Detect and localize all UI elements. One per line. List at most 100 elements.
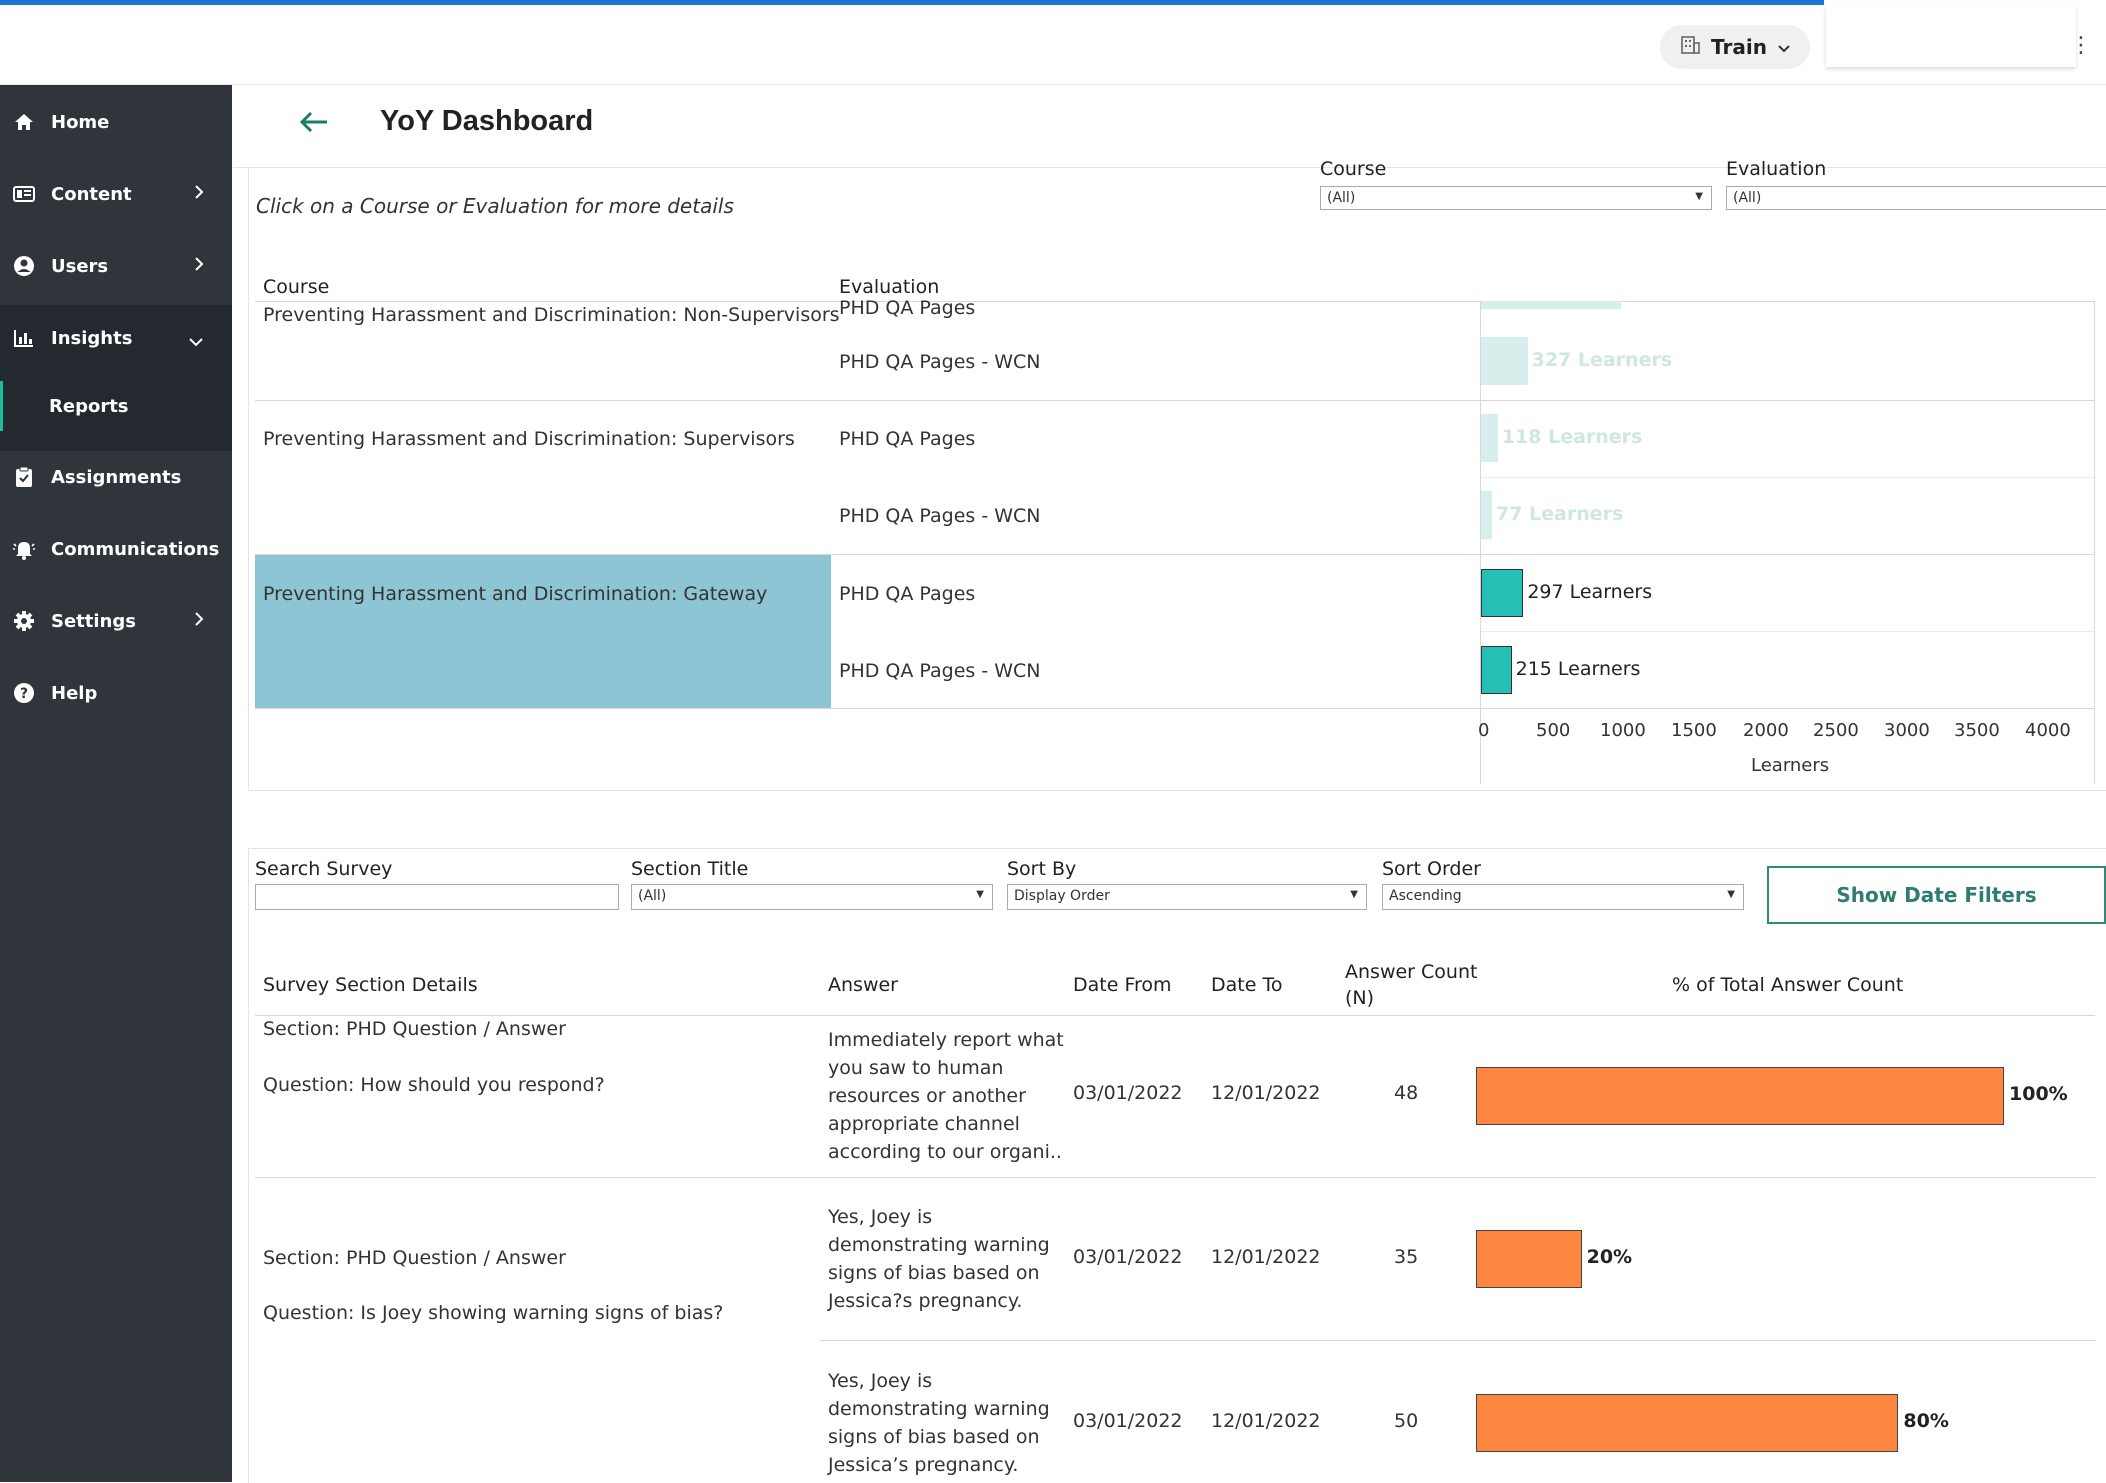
column-header-evaluation: Evaluation bbox=[839, 276, 940, 298]
percent-bar bbox=[1476, 1394, 1899, 1452]
chart-bar-label: 215 Learners bbox=[1515, 658, 1641, 680]
bell-alert-icon bbox=[12, 537, 36, 561]
chart-bar-label: 118 Learners bbox=[1501, 426, 1643, 448]
page-title: YoY Dashboard bbox=[380, 105, 594, 137]
question-label: Question: How should you respond? bbox=[263, 1074, 605, 1096]
sidebar-item-users[interactable]: Users bbox=[0, 241, 232, 291]
divider bbox=[1480, 631, 2095, 632]
chart-bar-label: 77 Learners bbox=[1495, 503, 1624, 525]
evaluation-name[interactable]: PHD QA Pages - WCN bbox=[839, 505, 1041, 527]
content-icon bbox=[12, 182, 36, 206]
chevron-down-icon bbox=[1777, 35, 1791, 59]
divider bbox=[1480, 477, 2095, 478]
column-header-details: Survey Section Details bbox=[263, 974, 478, 996]
sort-order-select[interactable]: Ascending ▼ bbox=[1382, 884, 1744, 910]
search-survey-input[interactable] bbox=[255, 884, 619, 910]
chart-bar[interactable] bbox=[1481, 337, 1528, 385]
evaluation-filter-value: (All) bbox=[1733, 190, 1762, 206]
sidebar-item-reports[interactable]: Reports bbox=[0, 381, 232, 431]
sidebar: Home Content Users Insights Reports Assi… bbox=[0, 85, 232, 1482]
survey-panel bbox=[248, 848, 2106, 1483]
evaluation-filter-select[interactable]: (All) bbox=[1726, 186, 2106, 210]
top-bar: Train ⋮ bbox=[0, 5, 2106, 85]
sidebar-item-label: Insights bbox=[51, 327, 133, 349]
percent-bar bbox=[1476, 1067, 2004, 1125]
date-from: 03/01/2022 bbox=[1073, 1246, 1183, 1268]
section-title-select[interactable]: (All) ▼ bbox=[631, 884, 993, 910]
column-header-date-from: Date From bbox=[1073, 974, 1172, 996]
chart-bar[interactable] bbox=[1481, 414, 1498, 462]
divider bbox=[255, 708, 2095, 709]
column-header-count-n: (N) bbox=[1345, 987, 1375, 1009]
axis-tick-label: 4000 bbox=[2025, 720, 2071, 741]
selected-course-highlight[interactable] bbox=[255, 555, 831, 709]
caret-down-icon: ▼ bbox=[1350, 889, 1358, 900]
chart-bar[interactable] bbox=[1481, 646, 1512, 694]
course-filter-select[interactable]: (All) ▼ bbox=[1320, 186, 1712, 210]
axis-tick-label: 1000 bbox=[1600, 720, 1646, 741]
percent-label: 20% bbox=[1586, 1246, 1633, 1268]
caret-down-icon: ▼ bbox=[1695, 191, 1703, 202]
caret-down-icon: ▼ bbox=[1727, 889, 1735, 900]
top-accent-line bbox=[0, 0, 1824, 5]
axis-tick-label: 2500 bbox=[1813, 720, 1859, 741]
date-to: 12/01/2022 bbox=[1211, 1410, 1321, 1432]
chevron-down-icon bbox=[188, 331, 204, 352]
sidebar-item-content[interactable]: Content bbox=[0, 169, 232, 219]
sidebar-item-label: Settings bbox=[51, 610, 136, 632]
sidebar-item-settings[interactable]: Settings bbox=[0, 596, 232, 646]
train-dropdown-button[interactable]: Train bbox=[1660, 25, 1810, 69]
axis-tick-label: 3500 bbox=[1954, 720, 2000, 741]
gear-icon bbox=[12, 609, 36, 633]
date-to: 12/01/2022 bbox=[1211, 1246, 1321, 1268]
search-survey-label: Search Survey bbox=[255, 858, 393, 880]
column-header-date-to: Date To bbox=[1211, 974, 1283, 996]
sidebar-item-label: Reports bbox=[49, 395, 129, 417]
chart-bar[interactable] bbox=[1481, 491, 1492, 539]
axis-tick-label: 500 bbox=[1536, 720, 1571, 741]
chevron-right-icon bbox=[194, 611, 204, 632]
answer-count: 48 bbox=[1394, 1082, 1419, 1104]
back-arrow-icon[interactable] bbox=[299, 110, 329, 138]
column-header-course: Course bbox=[263, 276, 330, 298]
insights-submenu: Reports bbox=[0, 371, 232, 451]
show-date-filters-button[interactable]: Show Date Filters bbox=[1767, 866, 2106, 924]
sort-by-value: Display Order bbox=[1014, 888, 1110, 904]
divider bbox=[255, 400, 2095, 401]
train-label: Train bbox=[1711, 35, 1767, 59]
user-icon bbox=[12, 254, 36, 278]
answer-count: 35 bbox=[1394, 1246, 1419, 1268]
sidebar-item-communications[interactable]: Communications bbox=[0, 524, 232, 574]
chart-bar-partial[interactable] bbox=[1481, 301, 1621, 309]
evaluation-name[interactable]: PHD QA Pages - WCN bbox=[839, 351, 1041, 373]
sidebar-item-assignments[interactable]: Assignments bbox=[0, 452, 232, 502]
divider bbox=[255, 301, 2095, 302]
kebab-menu-icon[interactable]: ⋮ bbox=[2070, 33, 2092, 58]
sidebar-item-insights[interactable]: Insights bbox=[0, 305, 232, 371]
date-to: 12/01/2022 bbox=[1211, 1082, 1321, 1104]
axis-tick-label: 2000 bbox=[1743, 720, 1789, 741]
column-header-count: Answer Count bbox=[1345, 961, 1478, 983]
answer-text: Yes, Joey is demonstrating warning signs… bbox=[828, 1370, 1050, 1476]
evaluation-name[interactable]: PHD QA Pages bbox=[839, 583, 976, 605]
sort-by-select[interactable]: Display Order ▼ bbox=[1007, 884, 1367, 910]
evaluation-name[interactable]: PHD QA Pages bbox=[839, 428, 976, 450]
percent-label: 100% bbox=[2009, 1083, 2068, 1105]
date-from: 03/01/2022 bbox=[1073, 1082, 1183, 1104]
sort-order-value: Ascending bbox=[1389, 888, 1462, 904]
evaluation-name[interactable]: PHD QA Pages - WCN bbox=[839, 660, 1041, 682]
account-menu-box[interactable] bbox=[1826, 5, 2076, 67]
sidebar-item-help[interactable]: ? Help bbox=[0, 668, 232, 718]
chart-bar[interactable] bbox=[1481, 569, 1524, 617]
course-name[interactable]: Preventing Harassment and Discrimination… bbox=[263, 304, 840, 326]
column-header-answer: Answer bbox=[828, 974, 898, 996]
axis-tick-label: 0 bbox=[1478, 720, 1490, 741]
course-name[interactable]: Preventing Harassment and Discrimination… bbox=[263, 583, 768, 605]
evaluation-name[interactable]: PHD QA Pages bbox=[839, 297, 976, 319]
sidebar-item-home[interactable]: Home bbox=[0, 97, 232, 147]
clipboard-check-icon bbox=[12, 465, 36, 489]
divider bbox=[255, 554, 2095, 555]
sidebar-item-label: Help bbox=[51, 682, 98, 704]
course-name[interactable]: Preventing Harassment and Discrimination… bbox=[263, 428, 795, 450]
sort-by-label: Sort By bbox=[1007, 858, 1077, 880]
